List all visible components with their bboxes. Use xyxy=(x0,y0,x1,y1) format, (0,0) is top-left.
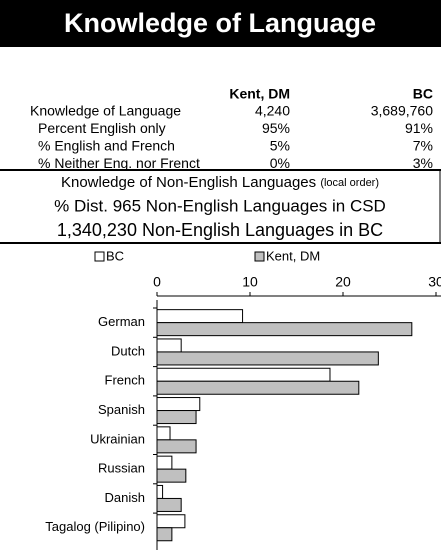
bar xyxy=(156,338,182,353)
bar xyxy=(156,309,244,324)
legend-label: Kent, DM xyxy=(266,248,320,263)
y-tick-label: Tagalog (Pilipino) xyxy=(45,519,145,534)
column-header: Kent, DM xyxy=(229,86,290,102)
bar xyxy=(156,514,186,529)
subtitle: % Dist. 965 Non-English Languages in CSD xyxy=(54,196,386,215)
title-band xyxy=(0,0,441,47)
bar xyxy=(156,322,413,337)
bar xyxy=(156,455,173,470)
bar xyxy=(156,439,197,454)
y-tick-label: Russian xyxy=(98,461,145,476)
section-title-main: Knowledge of Non-English Languages xyxy=(61,174,316,191)
y-tick-label: Dutch xyxy=(111,343,145,358)
row-label: % Neither Eng. nor Frenct xyxy=(38,155,200,171)
cell: 95% xyxy=(262,120,290,136)
y-tick-label: French xyxy=(105,373,145,388)
cell: 7% xyxy=(413,138,433,154)
bar xyxy=(156,527,173,542)
column-header: BC xyxy=(413,86,433,102)
bar xyxy=(156,351,379,366)
section-title: Knowledge of Non-English Languages (loca… xyxy=(61,174,379,191)
y-tick-label: Ukrainian xyxy=(90,431,145,446)
row-label: Percent English only xyxy=(38,120,166,136)
y-tick-label: German xyxy=(98,314,145,329)
bar xyxy=(156,484,164,499)
legend-label: BC xyxy=(106,248,124,263)
bar xyxy=(156,397,201,412)
cell: 3% xyxy=(413,155,433,171)
legend-swatch xyxy=(254,251,265,262)
y-tick-label: Spanish xyxy=(98,402,145,417)
title: Knowledge of Language xyxy=(64,8,376,38)
x-tick-label: 20 xyxy=(335,274,351,290)
cell: 3,689,760 xyxy=(371,103,433,119)
bar xyxy=(156,497,182,512)
bar xyxy=(156,367,331,382)
row-label: % English and French xyxy=(38,138,175,154)
bar xyxy=(156,468,187,483)
legend-swatch xyxy=(94,251,105,262)
y-tick-label: Danish xyxy=(105,490,145,505)
section-note: (local order) xyxy=(320,177,379,189)
x-tick-label: 0 xyxy=(153,274,161,290)
cell: 5% xyxy=(270,138,290,154)
subtitle: 1,340,230 Non-English Languages in BC xyxy=(57,220,383,240)
bar xyxy=(156,380,360,395)
x-tick-label: 10 xyxy=(242,274,258,290)
x-tick-label: 30 xyxy=(428,274,441,290)
row-label: Knowledge of Language xyxy=(30,103,181,119)
cell: 0% xyxy=(270,155,290,171)
bar xyxy=(156,410,197,425)
cell: 91% xyxy=(405,120,433,136)
cell: 4,240 xyxy=(255,103,290,119)
bar xyxy=(156,426,171,441)
